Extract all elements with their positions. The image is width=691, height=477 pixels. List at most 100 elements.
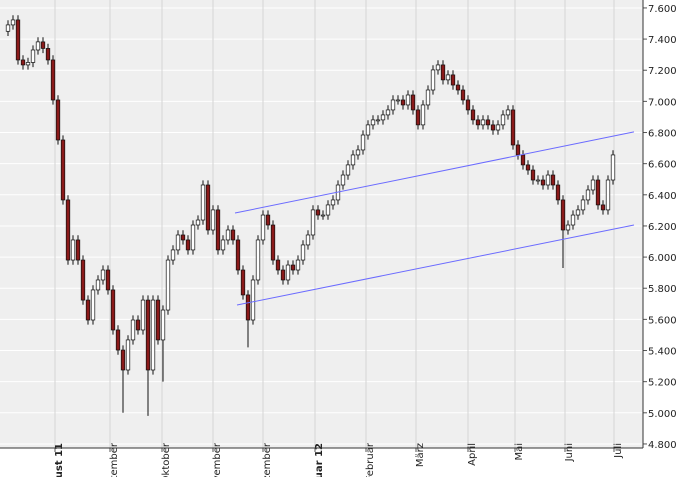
candle-body: [125, 339, 131, 371]
candle-body: [555, 184, 561, 201]
candle-body: [215, 209, 221, 251]
candle-body: [420, 104, 426, 126]
candle-body: [325, 204, 331, 216]
candle-body: [465, 99, 471, 111]
candle-body: [180, 234, 186, 241]
x-tick-label: Juli: [613, 443, 624, 459]
candle-body: [490, 124, 496, 131]
candle-body: [495, 124, 501, 131]
candle-body: [250, 279, 256, 321]
candle-body: [390, 99, 396, 111]
candle-body: [15, 19, 21, 61]
candle-body: [300, 244, 306, 261]
candle-body: [375, 119, 381, 122]
candle-body: [175, 234, 181, 251]
candle-body: [595, 179, 601, 206]
candle-body: [405, 94, 411, 106]
candle-body: [365, 124, 371, 136]
x-tick-label: Dezember: [262, 442, 273, 477]
candle-body: [560, 199, 566, 231]
candle-body: [370, 119, 376, 126]
candle-body: [115, 329, 121, 351]
candle-body: [140, 299, 146, 331]
candle-body: [350, 154, 356, 166]
y-tick-label: 6.200: [648, 222, 677, 233]
candle-body: [145, 299, 151, 371]
y-tick-label: 6.000: [648, 253, 677, 264]
candle-body: [80, 259, 86, 301]
candle-body: [430, 69, 436, 91]
candle-body: [550, 174, 556, 186]
candle-body: [65, 199, 71, 261]
candle-body: [120, 349, 126, 371]
candle-body: [55, 99, 61, 141]
y-tick-label: 6.600: [648, 160, 677, 171]
candle-body: [210, 209, 216, 231]
x-tick-label: Oktober: [161, 442, 172, 477]
candle-body: [580, 199, 586, 211]
candle-body: [270, 224, 276, 261]
y-tick-label: 5.000: [648, 409, 677, 420]
candle-body: [385, 109, 391, 116]
candle-body: [470, 109, 476, 121]
candle-body: [100, 269, 106, 281]
y-tick-label: 7.000: [648, 97, 677, 108]
candle-body: [295, 259, 301, 271]
candle-body: [505, 109, 511, 116]
y-tick-label: 7.600: [648, 4, 677, 15]
candle-body: [600, 204, 606, 211]
candle-body: [570, 214, 576, 226]
candle-body: [460, 89, 466, 101]
candle-body: [515, 144, 521, 156]
y-tick-label: 5.400: [648, 347, 677, 358]
candle-body: [355, 149, 361, 156]
x-tick-label: September: [109, 442, 120, 477]
candle-body: [305, 234, 311, 246]
candle-body: [165, 259, 171, 311]
candle-body: [75, 239, 81, 261]
candle-body: [5, 24, 11, 32]
candle-body: [605, 179, 611, 211]
candle-body: [170, 249, 176, 261]
y-tick-label: 6.400: [648, 191, 677, 202]
candle-body: [380, 114, 386, 121]
candle-body: [475, 119, 481, 126]
candle-body: [50, 59, 56, 101]
candle-body: [345, 164, 351, 176]
candle-body: [510, 109, 516, 146]
candle-body: [95, 279, 101, 291]
candle-body: [230, 229, 236, 241]
candle-body: [70, 239, 76, 261]
candle-body: [260, 214, 266, 241]
candle-body: [60, 139, 66, 201]
candle-body: [445, 74, 451, 81]
candle-body: [220, 239, 226, 251]
y-tick-label: 6.800: [648, 129, 677, 140]
candle-body: [185, 239, 191, 251]
candle-body: [85, 299, 91, 321]
x-tick-label: August 11: [54, 443, 65, 477]
candle-body: [190, 224, 196, 251]
candle-body: [90, 289, 96, 321]
candle-body: [400, 99, 406, 106]
candle-body: [530, 169, 536, 181]
candle-body: [130, 319, 136, 341]
candle-body: [525, 164, 531, 171]
candle-body: [40, 41, 46, 49]
candle-body: [290, 264, 296, 271]
candle-body: [520, 154, 526, 166]
candle-body: [340, 174, 346, 186]
x-tick-label: Mai: [514, 443, 525, 461]
candle-body: [440, 64, 446, 81]
x-tick-label: März: [415, 443, 426, 467]
candle-body: [590, 179, 596, 191]
candle-body: [310, 209, 316, 236]
candle-body: [410, 94, 416, 111]
candle-body: [435, 64, 441, 71]
candle-body: [535, 179, 541, 182]
candle-body: [575, 209, 581, 216]
candle-body: [315, 209, 321, 216]
candle-body: [285, 264, 291, 281]
candle-body: [330, 199, 336, 206]
candle-body: [200, 184, 206, 221]
